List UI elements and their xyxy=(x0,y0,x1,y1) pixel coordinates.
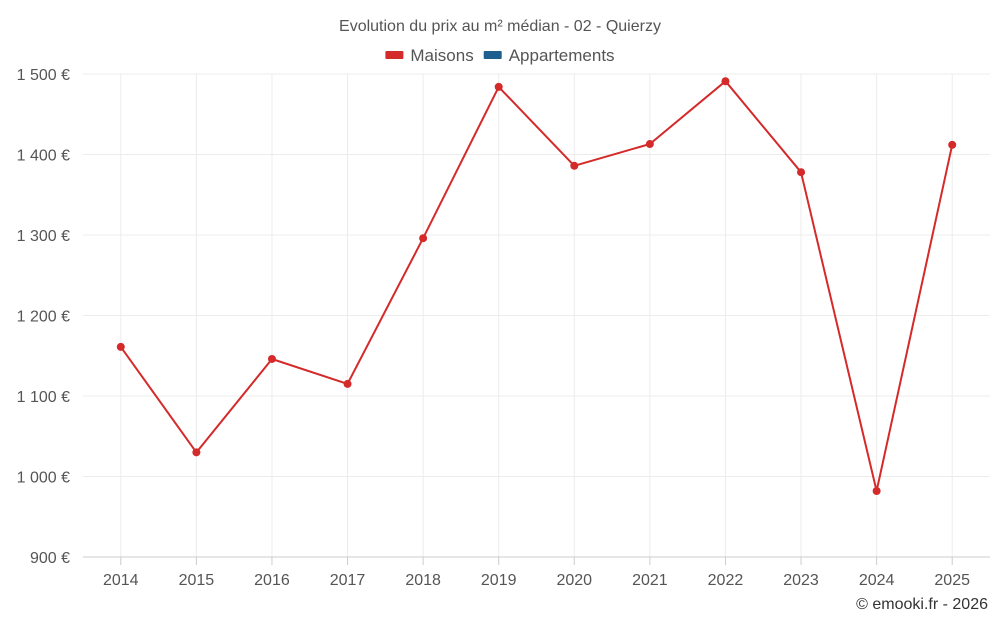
chart-title: Evolution du prix au m² médian - 02 - Qu… xyxy=(339,18,661,35)
x-tick-label: 2020 xyxy=(556,572,592,589)
series-layer xyxy=(116,77,957,495)
y-tick-label: 1 300 € xyxy=(17,228,70,245)
legend: Maisons Appartements xyxy=(385,46,615,65)
legend-label: Maisons xyxy=(410,46,473,65)
axis-layer: 900 € 1 000 € 1 100 € 1 200 € 1 300 € 1 400 €… xyxy=(17,67,990,589)
data-point-2018[interactable] xyxy=(419,234,428,243)
x-tick-label: 2017 xyxy=(330,572,366,589)
x-tick-label: 2023 xyxy=(783,572,819,589)
legend-item-appartements[interactable]: Appartements xyxy=(483,46,615,65)
x-tick-label: 2025 xyxy=(934,572,970,589)
x-tick-label: 2014 xyxy=(103,572,139,589)
data-point-2025[interactable] xyxy=(948,140,957,149)
x-tick-label: 2015 xyxy=(179,572,215,589)
y-tick-label: 900 € xyxy=(30,550,70,567)
data-point-2015[interactable] xyxy=(192,448,201,457)
data-point-2019[interactable] xyxy=(494,82,503,91)
data-point-2024[interactable] xyxy=(872,486,881,495)
data-point-2023[interactable] xyxy=(797,168,806,177)
legend-label: Appartements xyxy=(509,46,615,65)
legend-items: Maisons Appartements xyxy=(385,46,615,65)
grid-layer xyxy=(83,73,990,557)
y-tick-label: 1 000 € xyxy=(17,470,70,487)
x-tick-label: 2022 xyxy=(708,572,744,589)
x-tick-label: 2019 xyxy=(481,572,517,589)
x-tick-label: 2024 xyxy=(859,572,895,589)
data-point-2014[interactable] xyxy=(116,342,125,351)
y-tick-label: 1 500 € xyxy=(17,67,70,84)
data-point-2022[interactable] xyxy=(721,77,730,86)
legend-item-maisons[interactable]: Maisons xyxy=(385,46,474,65)
data-point-2020[interactable] xyxy=(570,161,579,170)
data-point-2016[interactable] xyxy=(267,354,276,363)
legend-swatch xyxy=(483,51,502,59)
y-tick-label: 1 100 € xyxy=(17,389,70,406)
x-tick-label: 2016 xyxy=(254,572,290,589)
data-point-2021[interactable] xyxy=(645,140,654,149)
series-line-maisons xyxy=(119,80,954,492)
legend-swatch xyxy=(385,51,404,59)
y-tick-label: 1 400 € xyxy=(17,148,70,165)
x-tick-label: 2018 xyxy=(405,572,441,589)
data-point-2017[interactable] xyxy=(343,379,352,388)
credits-text[interactable]: © emooki.fr - 2026 xyxy=(856,596,988,613)
y-tick-label: 1 200 € xyxy=(17,309,70,326)
x-tick-label: 2021 xyxy=(632,572,668,589)
